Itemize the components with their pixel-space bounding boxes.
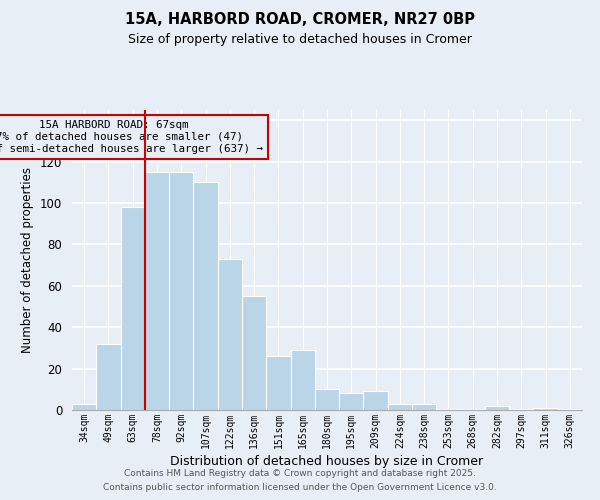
Text: Contains HM Land Registry data © Crown copyright and database right 2025.: Contains HM Land Registry data © Crown c… xyxy=(124,468,476,477)
Bar xyxy=(388,404,412,410)
Bar xyxy=(266,356,290,410)
Bar xyxy=(218,259,242,410)
Bar xyxy=(485,406,509,410)
Bar xyxy=(290,350,315,410)
Text: Size of property relative to detached houses in Cromer: Size of property relative to detached ho… xyxy=(128,32,472,46)
Bar xyxy=(364,392,388,410)
Bar xyxy=(169,172,193,410)
X-axis label: Distribution of detached houses by size in Cromer: Distribution of detached houses by size … xyxy=(170,455,484,468)
Bar xyxy=(412,404,436,410)
Bar xyxy=(339,394,364,410)
Bar xyxy=(193,182,218,410)
Bar xyxy=(145,172,169,410)
Bar xyxy=(96,344,121,410)
Text: 15A, HARBORD ROAD, CROMER, NR27 0BP: 15A, HARBORD ROAD, CROMER, NR27 0BP xyxy=(125,12,475,28)
Text: Contains public sector information licensed under the Open Government Licence v3: Contains public sector information licen… xyxy=(103,484,497,492)
Bar xyxy=(121,207,145,410)
Bar xyxy=(72,404,96,410)
Text: 15A HARBORD ROAD: 67sqm
← 7% of detached houses are smaller (47)
93% of semi-det: 15A HARBORD ROAD: 67sqm ← 7% of detached… xyxy=(0,120,263,154)
Bar xyxy=(533,408,558,410)
Y-axis label: Number of detached properties: Number of detached properties xyxy=(22,167,34,353)
Bar xyxy=(315,390,339,410)
Bar xyxy=(242,296,266,410)
